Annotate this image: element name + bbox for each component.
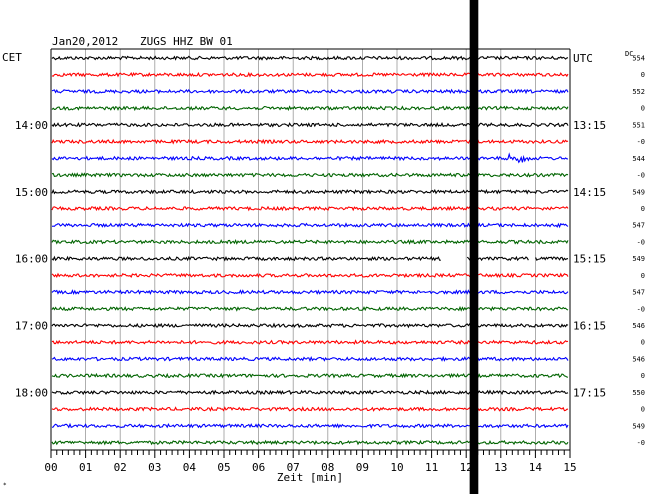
trace-row-4 (51, 121, 569, 128)
dc-value: 0 (641, 339, 645, 347)
trace-row-21 (51, 406, 569, 412)
dc-value: 552 (632, 88, 645, 96)
dc-value: 0 (641, 272, 645, 280)
left-hour-label: 15:00 (15, 186, 48, 199)
trace-row-10 (51, 222, 569, 229)
trace-row-11 (51, 238, 569, 245)
right-time-label: 15:15 (573, 253, 606, 266)
x-tick-label-03: 03 (148, 461, 161, 474)
x-tick-label-01: 01 (79, 461, 92, 474)
dc-value: 549 (632, 188, 645, 196)
x-tick-labels: 00 01 02 03 04 05 06 07 08 09 10 11 12 13 14 15 (44, 461, 576, 474)
x-tick-label-10: 10 (390, 461, 403, 474)
x-axis (50, 449, 571, 458)
right-time-label: 16:15 (573, 320, 606, 333)
dc-value: 549 (632, 422, 645, 430)
dc-header-label: DC (625, 50, 633, 58)
dc-value: 0 (641, 71, 645, 79)
dc-value: -0 (637, 305, 645, 313)
x-tick-label-13: 13 (494, 461, 507, 474)
trace-row-16 (51, 322, 569, 329)
x-tick-label-08: 08 (321, 461, 334, 474)
x-tick-label-11: 11 (425, 461, 438, 474)
left-hour-label: 18:00 (15, 386, 48, 399)
x-tick-label-02: 02 (114, 461, 127, 474)
minute-grid (50, 48, 571, 450)
trace-row-22 (51, 422, 569, 429)
x-tick-label-12: 12 (460, 461, 473, 474)
left-hour-label: 16:00 (15, 253, 48, 266)
dc-value: -0 (637, 172, 645, 180)
trace-row-5 (51, 138, 569, 145)
dc-value: 547 (632, 289, 645, 297)
trace-row-20 (51, 389, 569, 396)
dc-value: 551 (632, 121, 645, 129)
dc-value: 554 (632, 55, 645, 63)
trace-row-8 (51, 188, 569, 195)
x-tick-label-05: 05 (217, 461, 230, 474)
trace-row-7 (51, 172, 569, 178)
dc-value: 0 (641, 406, 645, 414)
dc-value: 0 (641, 105, 645, 113)
dc-value: 0 (641, 372, 645, 380)
dc-value: -0 (637, 138, 645, 146)
event-marker-0 (469, 0, 479, 494)
dc-value: 0 (641, 205, 645, 213)
trace-row-14 (51, 289, 569, 295)
right-time-labels: UTC 13:15 14:15 15:15 16:15 17:15 (573, 52, 606, 399)
dc-value-labels: 554 0 552 0 551 -0 544 -0 549 0 547 -0 549 0 547 -0 546 0… (632, 55, 645, 448)
dc-value: -0 (637, 439, 645, 447)
dc-value: 550 (632, 389, 645, 397)
trace-row-9 (51, 205, 569, 212)
x-tick-label-15: 15 (563, 461, 576, 474)
dc-value: -0 (637, 238, 645, 246)
trace-row-19 (51, 372, 569, 379)
trace-row-23 (51, 439, 569, 446)
trace-row-13 (51, 272, 569, 279)
x-tick-label-00: 00 (44, 461, 57, 474)
x-axis-title: Zeit [min] (277, 471, 343, 484)
x-tick-label-06: 06 (252, 461, 265, 474)
station-label: ZUGS HHZ BW 01 (140, 35, 233, 48)
trace-row-2 (51, 88, 569, 95)
dc-value: 544 (632, 155, 645, 163)
trace-group (51, 55, 569, 446)
dc-value: 546 (632, 322, 645, 330)
left-hour-label: 17:00 (15, 320, 48, 333)
right-time-label: UTC (573, 52, 593, 65)
left-hour-label: 14:00 (15, 119, 48, 132)
right-time-label: 17:15 (573, 386, 606, 399)
dc-value: 546 (632, 355, 645, 363)
dc-value: 547 (632, 222, 645, 230)
trace-row-0 (51, 55, 569, 61)
corner-mark: * (3, 482, 7, 489)
trace-row-1 (51, 71, 569, 78)
left-timezone-label: CET (2, 51, 22, 64)
trace-row-12 (51, 255, 569, 262)
left-hour-labels: 14:00 15:00 16:00 17:00 18:00 (15, 119, 48, 400)
date-label: Jan20,2012 (52, 35, 118, 48)
trace-row-15 (51, 305, 569, 312)
trace-row-6 (51, 152, 569, 164)
right-time-label: 14:15 (573, 186, 606, 199)
x-tick-label-14: 14 (529, 461, 543, 474)
event-marker-group (469, 0, 479, 494)
dc-value: 549 (632, 255, 645, 263)
trace-row-3 (51, 105, 569, 112)
trace-row-18 (51, 355, 569, 362)
right-time-label: 13:15 (573, 119, 606, 132)
x-tick-label-07: 07 (287, 461, 300, 474)
x-tick-label-09: 09 (356, 461, 369, 474)
x-tick-label-04: 04 (183, 461, 197, 474)
trace-row-17 (51, 339, 569, 346)
